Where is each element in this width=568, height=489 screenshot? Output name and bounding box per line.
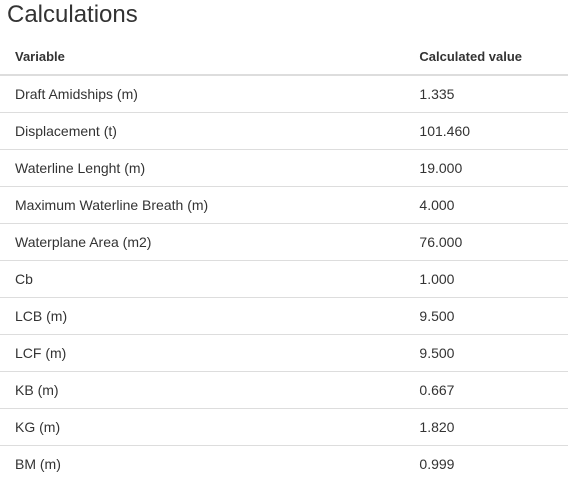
column-header-calculated-value: Calculated value <box>404 38 568 76</box>
variable-cell: LCB (m) <box>0 297 405 335</box>
page-title: Calculations <box>7 1 138 28</box>
variable-cell: Maximum Waterline Breath (m) <box>0 186 405 224</box>
table-row: KG (m) 1.820 <box>0 408 568 446</box>
value-cell: 1.000 <box>404 260 568 298</box>
value-cell: 0.999 <box>404 445 568 482</box>
calculations-table: Variable Calculated value Draft Amidship… <box>0 38 568 482</box>
table-row: LCF (m) 9.500 <box>0 334 568 372</box>
value-cell: 9.500 <box>404 297 568 335</box>
variable-cell: BM (m) <box>0 445 405 482</box>
value-cell: 101.460 <box>404 112 568 150</box>
variable-cell: KG (m) <box>0 408 405 446</box>
value-cell: 9.500 <box>404 334 568 372</box>
table-row: Waterline Lenght (m) 19.000 <box>0 149 568 187</box>
value-cell: 4.000 <box>404 186 568 224</box>
variable-cell: Waterline Lenght (m) <box>0 149 405 187</box>
variable-cell: Cb <box>0 260 405 298</box>
value-cell: 76.000 <box>404 223 568 261</box>
value-cell: 1.335 <box>419 86 455 102</box>
variable-cell: Draft Amidships (m) <box>15 86 138 102</box>
value-cell: 19.000 <box>404 149 568 187</box>
value-cell: 0.667 <box>404 371 568 409</box>
value-cell: 1.820 <box>404 408 568 446</box>
table-row: BM (m) 0.999 <box>0 445 568 482</box>
variable-cell: LCF (m) <box>0 334 405 372</box>
variable-cell: Waterplane Area (m2) <box>0 223 405 261</box>
table-row: LCB (m) 9.500 <box>0 297 568 335</box>
table-row: Draft Amidships (m) 1.335 <box>0 75 568 113</box>
variable-cell: KB (m) <box>0 371 405 409</box>
table-row: KB (m) 0.667 <box>0 371 568 409</box>
table-row: Cb 1.000 <box>0 260 568 298</box>
column-header-variable: Variable <box>0 38 405 76</box>
table-header-row: Variable Calculated value <box>0 38 568 76</box>
table-row: Displacement (t) 101.460 <box>0 112 568 150</box>
variable-cell: Displacement (t) <box>0 112 405 150</box>
table-row: Waterplane Area (m2) 76.000 <box>0 223 568 261</box>
table-row: Maximum Waterline Breath (m) 4.000 <box>0 186 568 224</box>
